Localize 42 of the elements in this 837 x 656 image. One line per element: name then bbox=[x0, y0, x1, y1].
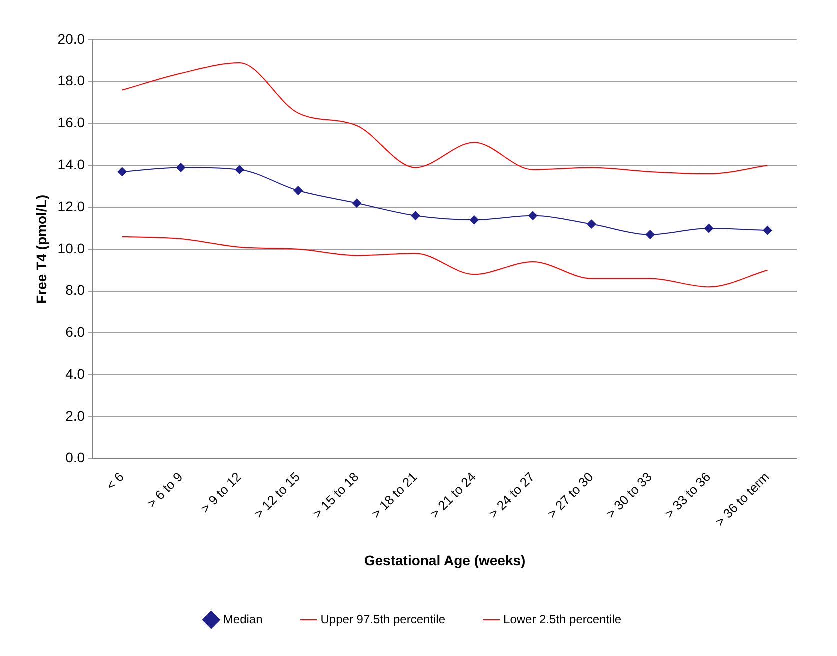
x-tick-label: > 24 to 27 bbox=[486, 469, 538, 522]
point bbox=[704, 224, 714, 233]
x-tick-label: > 12 to 15 bbox=[251, 469, 304, 522]
legend-label: Upper 97.5th percentile bbox=[320, 612, 446, 626]
x-tick-label: > 30 to 33 bbox=[603, 469, 655, 522]
point bbox=[646, 230, 655, 240]
x-tick-label: > 18 to 21 bbox=[368, 469, 420, 522]
point bbox=[528, 211, 538, 220]
y-tick-label: 4.0 bbox=[66, 366, 86, 382]
point bbox=[176, 163, 186, 172]
legend-label: Lower 2.5th percentile bbox=[504, 612, 622, 626]
x-tick-label: > 36 to term bbox=[712, 469, 772, 530]
y-tick-label: 16.0 bbox=[58, 114, 86, 131]
x-tick-label: > 21 to 24 bbox=[427, 469, 480, 522]
line-series bbox=[122, 62, 768, 175]
y-tick-label: 6.0 bbox=[66, 324, 86, 340]
point bbox=[763, 226, 772, 236]
y-axis-title: Free T4 (pmol/L) bbox=[33, 194, 50, 304]
y-tick-label: 12.0 bbox=[58, 198, 86, 214]
point bbox=[118, 167, 127, 176]
point bbox=[294, 186, 303, 196]
y-tick-label: 8.0 bbox=[66, 282, 86, 298]
x-axis-title: Gestational Age (weeks) bbox=[364, 552, 526, 568]
point bbox=[470, 216, 479, 225]
line-series bbox=[122, 236, 768, 288]
legend-label: Median bbox=[223, 612, 263, 626]
y-tick-label: 18.0 bbox=[58, 72, 86, 89]
y-tick-label: 0.0 bbox=[66, 450, 86, 466]
point bbox=[352, 198, 362, 208]
point bbox=[587, 220, 596, 229]
point bbox=[411, 211, 420, 220]
x-tick-label: > 33 to 36 bbox=[662, 469, 714, 522]
y-tick-label: 20.0 bbox=[58, 30, 86, 47]
x-tick-label: > 6 to 9 bbox=[144, 469, 186, 511]
x-tick-label: > 15 to 18 bbox=[310, 469, 362, 522]
y-tick-label: 10.0 bbox=[58, 240, 86, 256]
x-tick-label: > 9 to 12 bbox=[198, 469, 244, 516]
y-tick-label: 14.0 bbox=[58, 156, 86, 173]
y-tick-label: 2.0 bbox=[66, 408, 86, 424]
point bbox=[235, 165, 244, 174]
x-tick-label: < 6 bbox=[103, 469, 128, 494]
x-tick-label: > 27 to 30 bbox=[544, 469, 596, 522]
